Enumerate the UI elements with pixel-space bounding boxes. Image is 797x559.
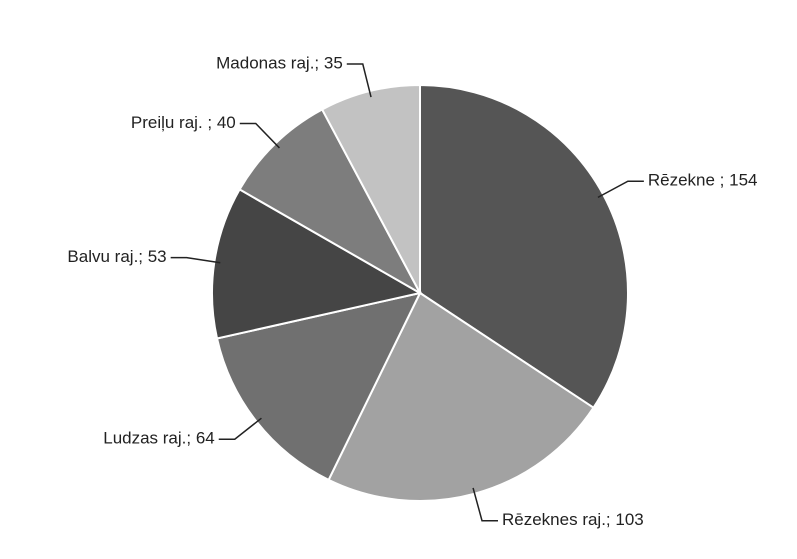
leader-line: [218, 417, 262, 440]
leader-line: [346, 63, 372, 98]
data-label: Balvu raj.; 53: [67, 247, 166, 266]
data-label: Preiļu raj. ; 40: [131, 113, 236, 132]
data-label: Rēzeknes raj.; 103: [502, 510, 644, 529]
data-label: Ludzas raj.; 64: [103, 429, 215, 448]
leader-line: [597, 180, 644, 199]
data-label: Rēzekne ; 154: [648, 171, 758, 190]
leader-line: [472, 487, 499, 522]
leader-line: [170, 256, 221, 264]
data-label: Madonas raj.; 35: [216, 54, 343, 73]
leader-line: [239, 122, 280, 149]
